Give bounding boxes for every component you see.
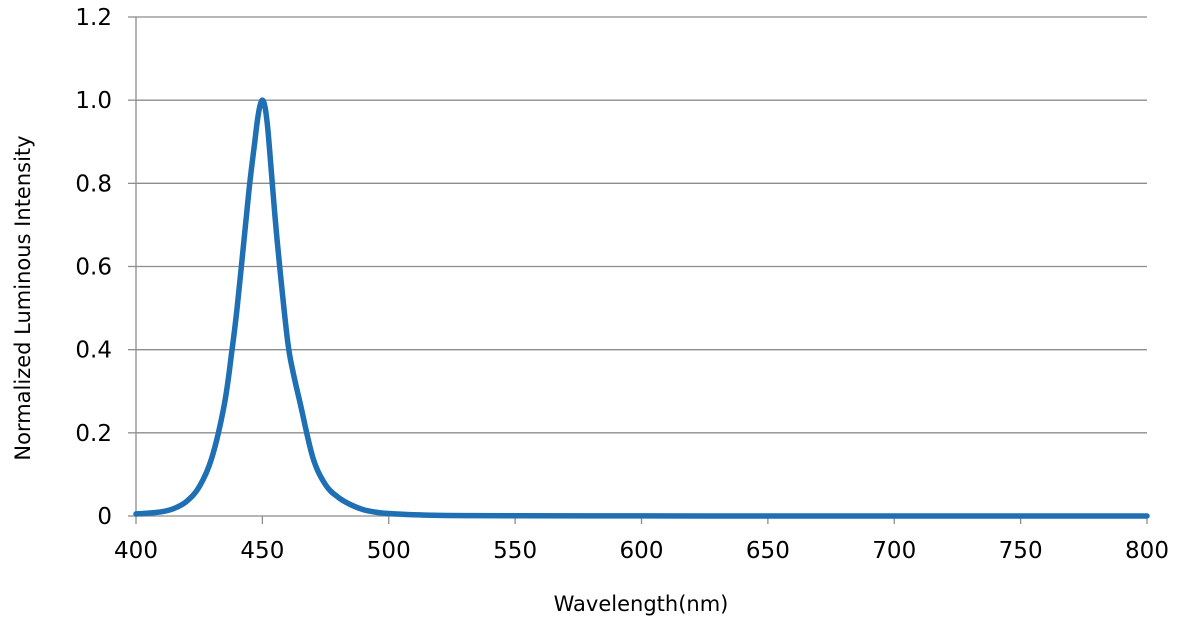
y-tick-label: 1.0 xyxy=(75,88,112,114)
y-tick-label: 0.6 xyxy=(75,255,112,281)
x-tick-label: 700 xyxy=(872,538,916,564)
x-tick-label: 750 xyxy=(999,538,1043,564)
x-tick-label: 450 xyxy=(240,538,284,564)
y-tick-label: 0 xyxy=(97,504,112,530)
gridlines xyxy=(136,16,1147,434)
spectrum-line xyxy=(133,97,1150,519)
x-tick-label: 800 xyxy=(1125,538,1169,564)
y-tick-label: 0.8 xyxy=(75,171,112,197)
x-tick-label: 550 xyxy=(493,538,537,564)
y-axis-title: Normalized Luminous Intensity xyxy=(11,135,35,460)
y-tick-label: 0.4 xyxy=(75,338,112,364)
x-tick-label: 600 xyxy=(620,538,664,564)
tick-labels: 0 0.2 0.4 0.6 0.8 1.0 1.2 400 450 500 550 600 650 700… xyxy=(75,5,1169,564)
x-tick-label: 500 xyxy=(367,538,411,564)
series-layer xyxy=(133,97,1150,519)
y-tick-label: 0.2 xyxy=(75,421,112,447)
x-axis-title: Wavelength(nm) xyxy=(554,592,729,616)
x-tick-label: 650 xyxy=(746,538,790,564)
x-tick-label: 400 xyxy=(114,538,158,564)
y-tick-label: 1.2 xyxy=(75,5,112,31)
